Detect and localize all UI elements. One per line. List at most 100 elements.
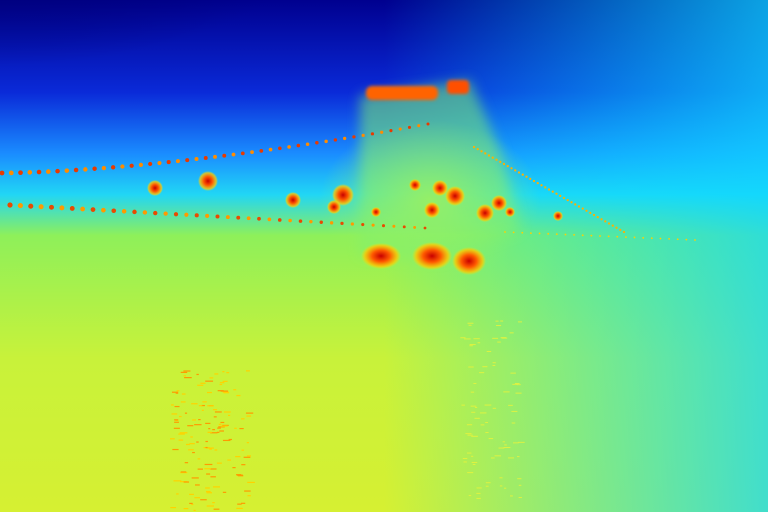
cable-light <box>240 151 245 156</box>
cable-light <box>49 204 54 210</box>
reflection-speck <box>228 438 232 441</box>
reflection-speck <box>234 427 237 429</box>
reflection-speck <box>219 382 225 384</box>
reflection-speck <box>510 372 516 374</box>
reflection-speck <box>188 449 194 451</box>
reflection-speck <box>191 403 198 405</box>
cable-light <box>138 162 144 167</box>
reflection-speck <box>468 324 472 326</box>
cable-light <box>129 163 134 168</box>
reflection-speck <box>198 405 203 407</box>
reflection-speck <box>237 503 242 505</box>
reflection-speck <box>466 452 472 454</box>
reflection-speck <box>495 320 499 322</box>
right-deck-lights <box>504 231 696 241</box>
reflection-speck <box>504 487 507 489</box>
cable-light <box>184 212 189 217</box>
reflection-speck <box>178 439 184 441</box>
reflection-speck <box>467 322 474 324</box>
cable-light <box>426 122 430 126</box>
cable-light <box>607 222 611 225</box>
reflection-speck <box>209 448 212 450</box>
reflection-speck <box>212 429 215 431</box>
reflection-speck <box>183 481 190 483</box>
cable-light <box>163 211 168 216</box>
reflection-speck <box>196 441 199 443</box>
cable-light <box>371 223 375 227</box>
cable-light <box>413 225 417 229</box>
reflection-speck <box>214 373 219 375</box>
cable-light <box>73 167 79 173</box>
reflection-speck <box>206 492 213 494</box>
reflection-speck <box>518 441 525 443</box>
reflection-speck <box>517 456 520 458</box>
reflection-speck <box>201 404 205 407</box>
tower-top-light-left <box>366 86 438 100</box>
reflection-speck <box>202 401 207 403</box>
hotspot <box>505 207 515 217</box>
cable-light <box>566 199 569 202</box>
reflection-speck <box>474 417 480 419</box>
reflection-speck <box>468 495 472 497</box>
cable-light <box>555 192 558 195</box>
reflection-speck <box>492 364 496 366</box>
reflection-speck <box>485 485 489 487</box>
reflection-speck <box>204 468 211 470</box>
reflection-speck <box>213 416 217 418</box>
reflection-speck <box>517 321 523 323</box>
cable-light <box>352 135 356 139</box>
hotspot <box>147 180 163 196</box>
reflection-speck <box>196 373 199 376</box>
cable-light <box>517 171 521 174</box>
cable-light <box>525 175 528 178</box>
cable-light <box>581 234 584 237</box>
cable-light <box>309 219 313 224</box>
cable-light <box>619 228 622 231</box>
reflection-speck <box>243 456 251 458</box>
cable-light <box>540 184 543 187</box>
reflection-speck <box>210 432 218 434</box>
reflection-speck <box>241 464 246 466</box>
reflection-speck <box>492 337 499 339</box>
reflection-speck <box>461 404 465 406</box>
reflection-speck <box>490 457 495 459</box>
cable-light <box>28 203 34 209</box>
cable-light <box>625 236 627 238</box>
light-hotspots <box>147 171 563 275</box>
cable-light <box>676 238 679 241</box>
reflection-speck <box>206 505 214 507</box>
cable-light <box>69 206 75 211</box>
reflection-speck <box>222 424 229 426</box>
cable-light <box>529 177 532 180</box>
reflection-speck <box>212 486 221 488</box>
reflection-speck <box>213 508 220 510</box>
cable-light <box>0 170 5 176</box>
reflection-speck <box>245 370 250 372</box>
reflection-speck <box>244 490 251 492</box>
cable-light <box>392 224 396 228</box>
reflection-speck <box>197 458 201 460</box>
reflection-speck <box>240 502 246 504</box>
cable-light <box>342 136 347 141</box>
cable-light <box>547 188 551 191</box>
reflection-speck <box>214 411 222 413</box>
reflection-speck <box>223 411 231 413</box>
reflection-speck <box>494 455 502 457</box>
reflection-speck <box>460 337 466 339</box>
reflection-speck <box>207 431 212 433</box>
cable-light <box>487 154 491 157</box>
reflection-speck <box>476 492 481 494</box>
reflection-speck <box>514 382 520 384</box>
cable-light <box>574 203 577 206</box>
cable-light <box>417 124 421 128</box>
reflection-speck <box>472 463 476 465</box>
cable-light <box>555 233 558 236</box>
reflection-speck <box>201 409 204 411</box>
reflection-speck <box>503 391 510 393</box>
reflection-speck <box>497 341 501 343</box>
cable-light <box>166 160 171 165</box>
reflection-speck <box>492 407 497 409</box>
reflection-speck <box>470 405 477 407</box>
cable-light <box>153 210 158 216</box>
cable-light <box>121 209 127 214</box>
